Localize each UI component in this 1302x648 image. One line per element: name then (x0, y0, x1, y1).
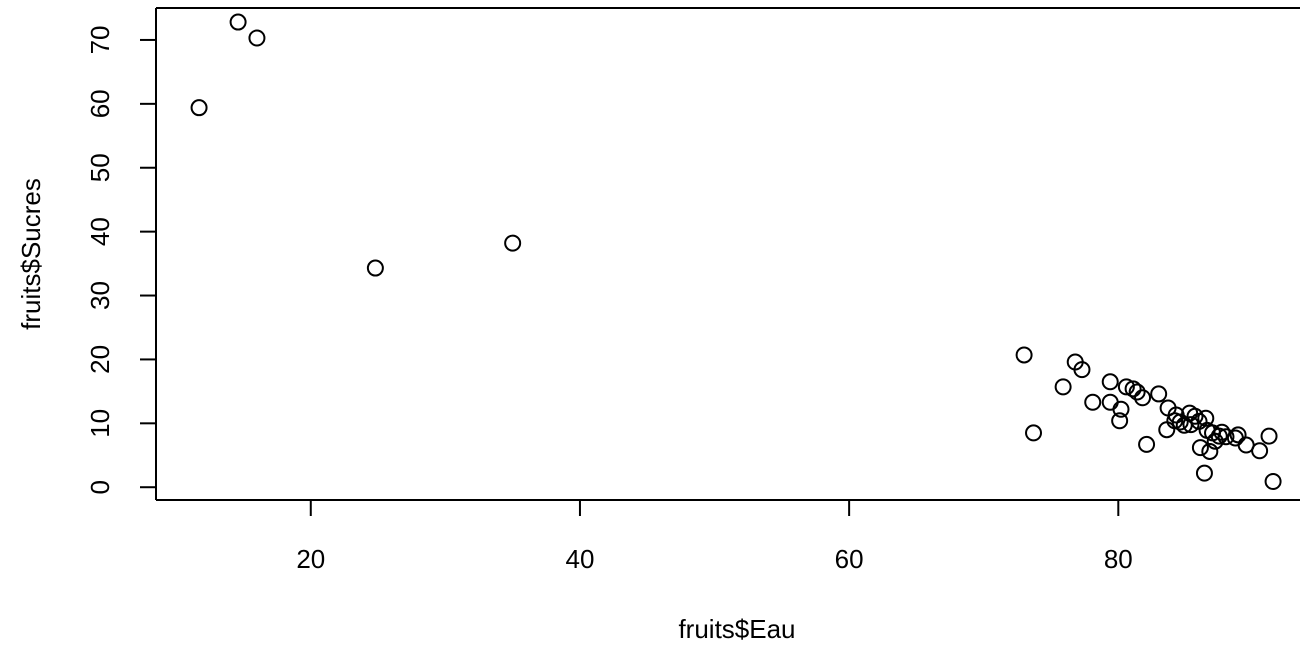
data-point (1117, 378, 1135, 396)
data-point (1111, 412, 1129, 430)
y-tick-label: 50 (85, 153, 115, 182)
y-tick-label: 10 (85, 409, 115, 438)
x-axis-title: fruits$Eau (678, 614, 795, 644)
data-point (229, 13, 247, 31)
x-axis: 20 40 60 80 (296, 500, 1133, 574)
data-point (1150, 385, 1168, 403)
data-point (1128, 383, 1146, 401)
data-point (1138, 435, 1156, 453)
data-point (1191, 439, 1209, 457)
data-point (1134, 389, 1152, 407)
y-tick-label: 60 (85, 89, 115, 118)
data-point (1229, 426, 1247, 444)
y-axis: 0 10 20 30 40 50 60 70 (85, 25, 156, 494)
data-point (1260, 427, 1278, 445)
data-point (1171, 413, 1189, 431)
data-point (366, 259, 384, 277)
y-axis-title: fruits$Sucres (16, 178, 46, 330)
y-tick-label: 20 (85, 345, 115, 374)
data-point (1217, 428, 1235, 446)
data-point (1015, 346, 1033, 364)
data-point (1197, 409, 1215, 427)
x-tick-label: 40 (565, 544, 594, 574)
data-point (1182, 416, 1200, 434)
x-tick-label: 20 (296, 544, 325, 574)
data-point (1101, 373, 1119, 391)
data-point (1210, 427, 1228, 445)
data-point (1251, 442, 1269, 460)
data-point (1201, 442, 1219, 460)
data-point (1186, 407, 1204, 425)
data-point (1025, 424, 1043, 442)
y-tick-label: 0 (85, 480, 115, 494)
data-point (1073, 361, 1091, 379)
y-tick-label: 30 (85, 281, 115, 310)
data-point (1084, 393, 1102, 411)
data-points (190, 13, 1282, 490)
y-tick-label: 70 (85, 25, 115, 54)
data-point (190, 99, 208, 117)
data-point (1112, 400, 1130, 418)
data-point (1195, 464, 1213, 482)
data-point (248, 29, 266, 47)
plot-frame (155, 7, 1300, 501)
data-point (1054, 378, 1072, 396)
data-point (1264, 472, 1282, 490)
data-point (1124, 380, 1142, 398)
x-tick-label: 60 (835, 544, 864, 574)
y-tick-label: 40 (85, 217, 115, 246)
x-tick-label: 80 (1104, 544, 1133, 574)
data-point (504, 234, 522, 252)
